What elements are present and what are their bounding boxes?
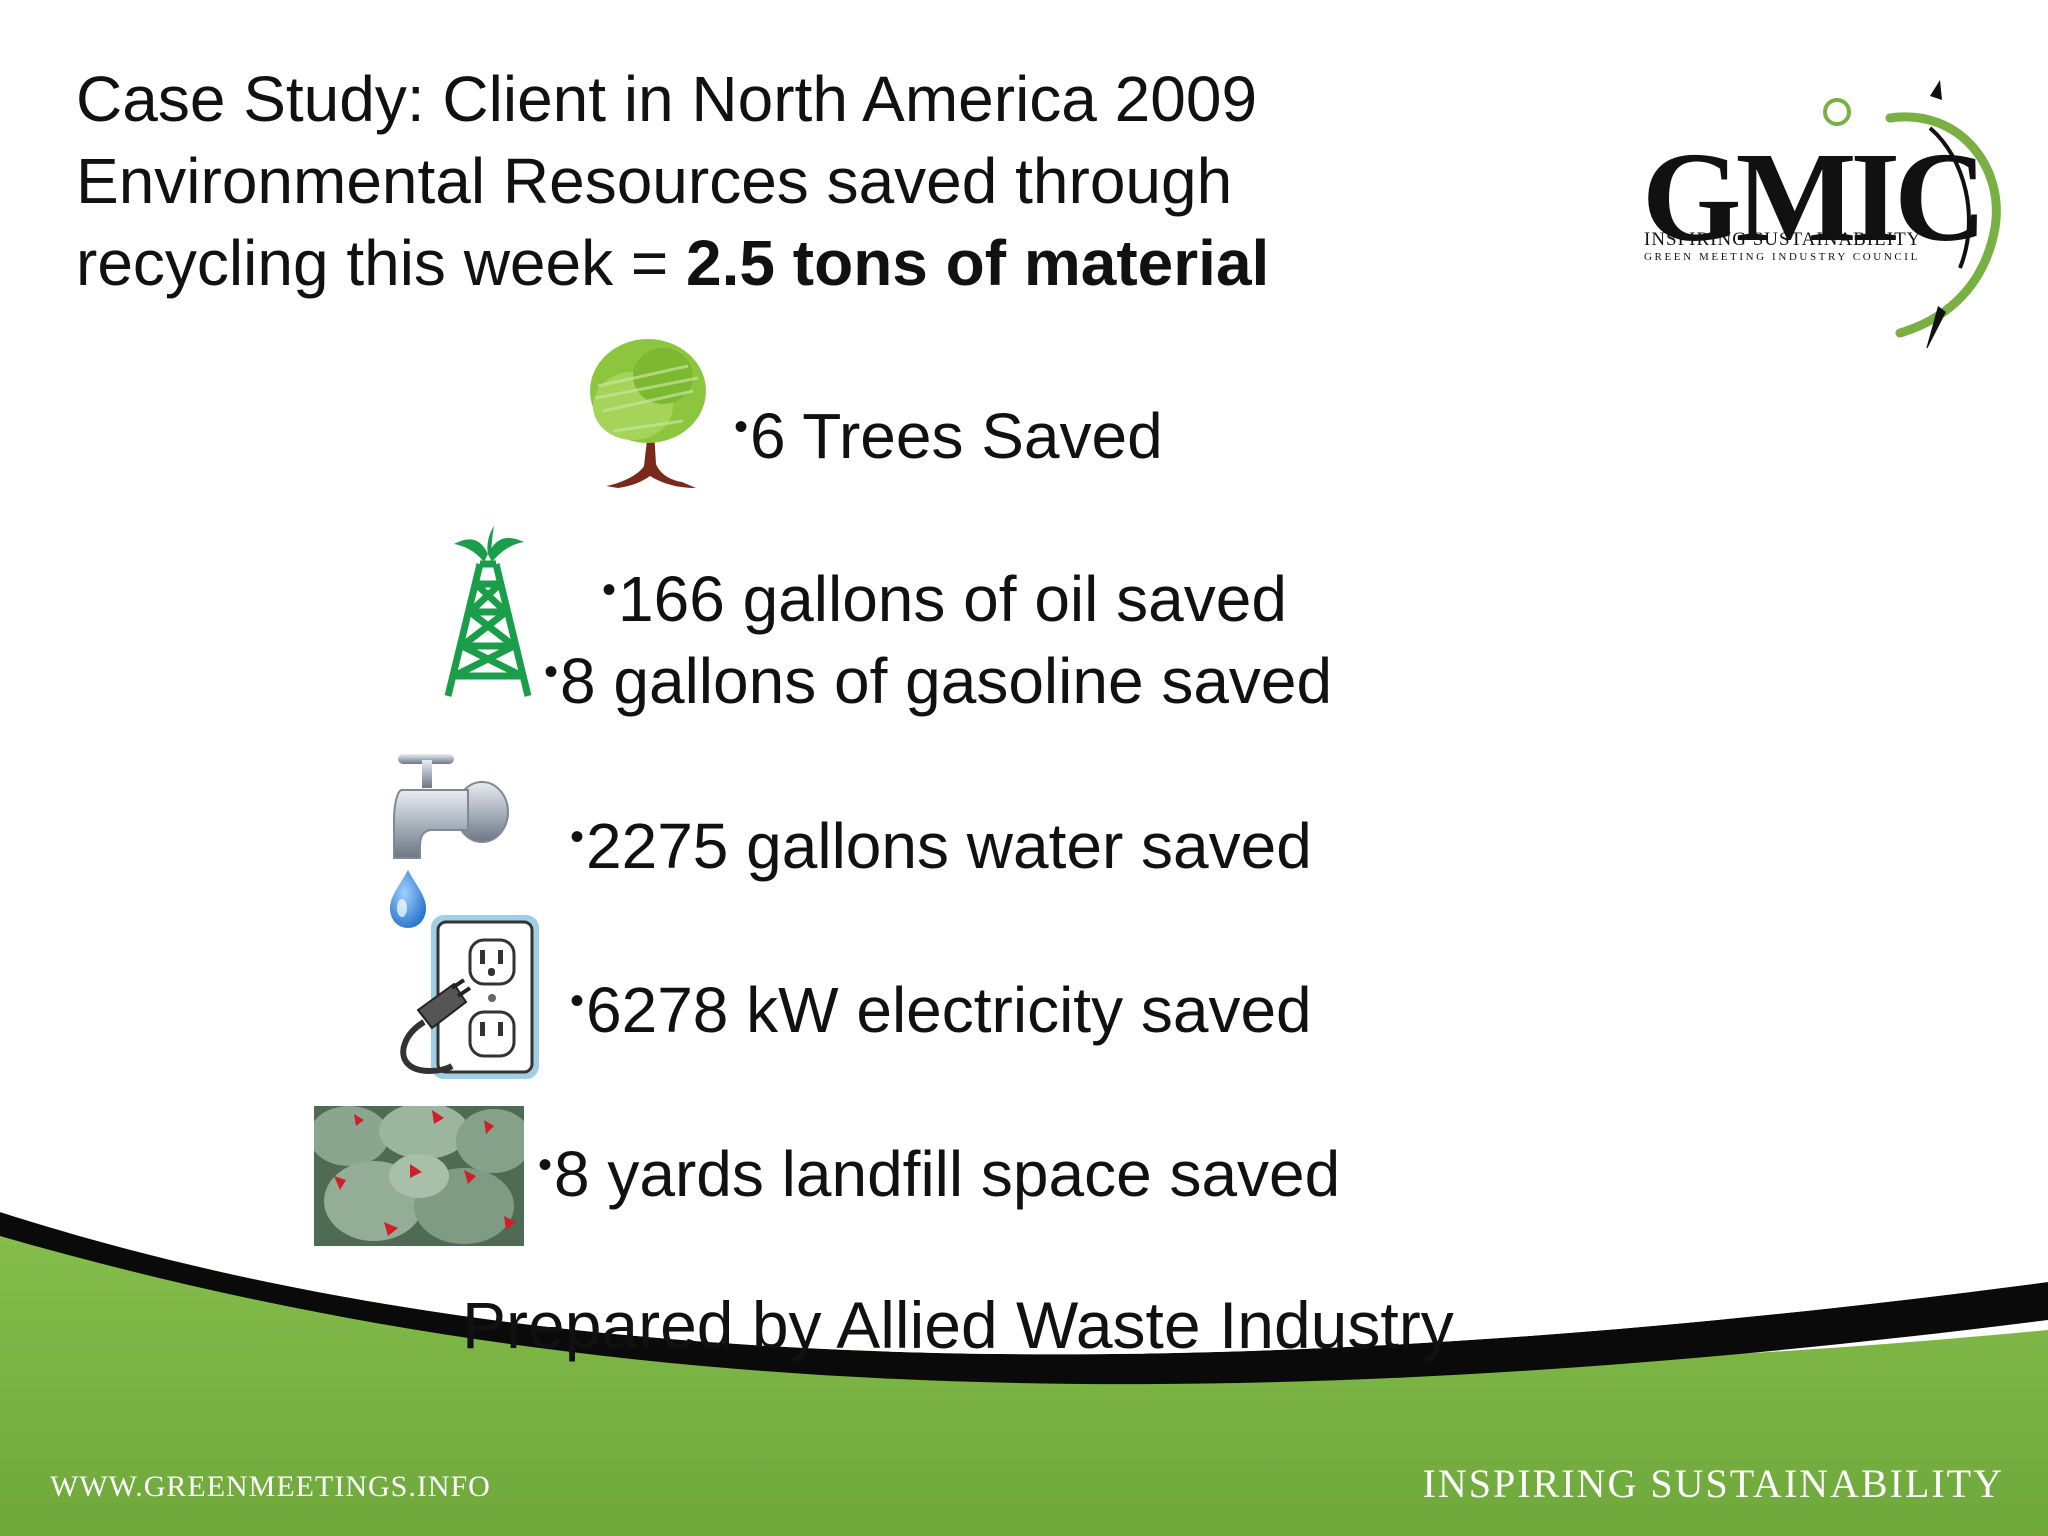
bullet-text: 6 Trees Saved (750, 400, 1163, 472)
trash-bags-icon (314, 1106, 524, 1246)
title-highlight: 2.5 tons of material (686, 227, 1270, 299)
bullet-dot: • (570, 979, 585, 1023)
tree-icon (590, 339, 706, 488)
footer-black-swoosh (0, 1212, 2048, 1385)
bullet-text: 8 yards landfill space saved (554, 1138, 1341, 1210)
oil-derrick-icon (444, 526, 532, 697)
footer-slogan: INSPIRING SUSTAINABILITY (1422, 1461, 2004, 1506)
title-line-1: Case Study: Client in North America 2009 (76, 63, 1258, 135)
logo-swirl-icon (1823, 80, 2001, 348)
footer-website: WWW.GREENMEETINGS.INFO (50, 1470, 491, 1503)
bullet-oil-saved: •166 gallons of oil saved (602, 549, 1287, 640)
bullet-dot: • (538, 1143, 553, 1187)
bullet-text: 6278 kW electricity saved (586, 974, 1312, 1046)
logo-subtitle: GREEN MEETING INDUSTRY COUNCIL (1644, 251, 1920, 263)
title-line-3: recycling this week = 2.5 tons of materi… (76, 222, 1269, 304)
bullet-dot: • (734, 405, 749, 449)
bullet-water-saved: •2275 gallons water saved (570, 796, 1312, 887)
bullet-text: 8 gallons of gasoline saved (560, 645, 1333, 717)
title-line-2: Environmental Resources saved through (76, 145, 1233, 217)
gmic-logo: GMIC INSPIRING SUSTAINABILITY GREEN MEET… (1630, 78, 2010, 348)
bullet-dot: • (602, 568, 617, 612)
bullet-dot: • (570, 815, 585, 859)
prepared-by: Prepared by Allied Waste Industry (462, 1288, 1454, 1362)
slide-title: Case Study: Client in North America 2009… (76, 58, 1269, 304)
logo-wordmark: GMIC (1642, 126, 1987, 268)
footer-white-curve (0, 1170, 2048, 1355)
bullet-text: 2275 gallons water saved (586, 810, 1312, 882)
bullet-electricity-saved: •6278 kW electricity saved (570, 960, 1312, 1051)
bullet-text: 166 gallons of oil saved (618, 563, 1287, 635)
bullet-gasoline-saved: •8 gallons of gasoline saved (544, 631, 1332, 722)
faucet-icon (390, 754, 509, 928)
bullet-dot: • (544, 650, 559, 694)
bullet-landfill-saved: •8 yards landfill space saved (538, 1124, 1340, 1215)
power-outlet-icon (400, 915, 539, 1079)
logo-tagline: INSPIRING SUSTAINABILITY (1644, 229, 1922, 250)
bullet-trees-saved: •6 Trees Saved (734, 386, 1163, 477)
title-line-3-prefix: recycling this week = (76, 227, 687, 299)
